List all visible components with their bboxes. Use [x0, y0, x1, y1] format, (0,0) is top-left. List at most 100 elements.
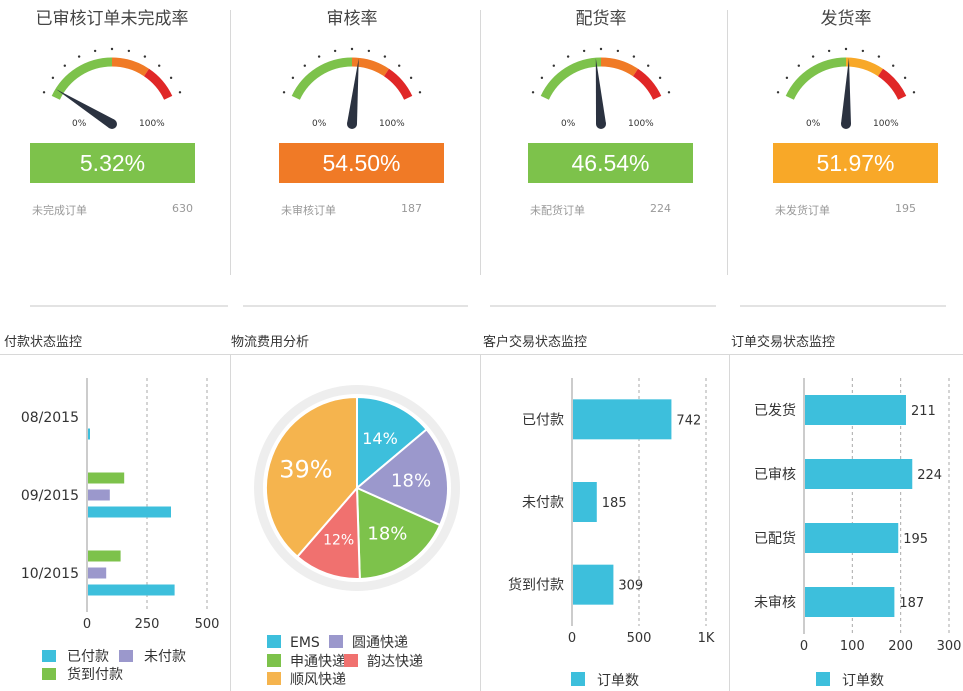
bar	[805, 459, 913, 489]
stat-value: 224	[650, 202, 671, 215]
gauge-max-label: 100%	[628, 119, 654, 129]
gauge-tick	[178, 91, 182, 94]
gauge-tick	[317, 55, 321, 58]
bar	[573, 564, 614, 605]
gauge-title: 发货率	[820, 9, 872, 29]
category-label: 09/2015	[21, 488, 79, 504]
divider	[480, 10, 481, 275]
legend-swatch	[42, 668, 56, 680]
bar	[88, 567, 107, 579]
divider	[727, 10, 728, 275]
gauge-needle	[841, 58, 851, 125]
bar	[805, 523, 899, 553]
gauge-needle	[347, 58, 359, 125]
pie-slice	[355, 486, 442, 580]
pie-label: 18%	[367, 524, 407, 545]
gauge-tick	[350, 47, 354, 51]
gauge-tick	[632, 55, 636, 58]
x-tick-label: 500	[627, 631, 652, 646]
gauge-arc-red	[143, 68, 173, 100]
gauge-value-box: 46.54%	[528, 143, 693, 183]
pie-label: 12%	[323, 532, 354, 548]
gauge-tick	[291, 76, 295, 80]
pie-slice	[355, 427, 449, 527]
data-label: 185	[602, 496, 627, 511]
x-tick-label: 250	[135, 617, 160, 632]
gauge-tick	[51, 76, 55, 80]
bar	[88, 506, 171, 518]
gauge-needle	[55, 89, 115, 129]
bar	[573, 399, 672, 440]
gauge-arc-red	[877, 68, 907, 100]
legend-label: 圆通快递	[352, 635, 408, 651]
section-title-customer: 客户交易状态监控	[483, 335, 588, 350]
gauge-needle-hub	[841, 119, 851, 129]
divider	[480, 354, 481, 691]
x-tick-label: 500	[195, 617, 220, 632]
bar	[88, 550, 121, 562]
gauge-title: 已审核订单未完成率	[35, 9, 189, 29]
gauge-needle-hub	[596, 119, 606, 129]
gauge-tick	[77, 55, 81, 58]
gauge-tick	[127, 49, 131, 53]
gauge-arc-red	[632, 68, 662, 100]
bar	[88, 489, 110, 501]
gauge-tick	[582, 49, 586, 53]
data-label: 187	[899, 596, 924, 611]
gauge-dial	[776, 47, 916, 129]
gauge-tick	[93, 49, 97, 53]
gauge-tick	[599, 47, 603, 51]
gauge-tick	[367, 49, 371, 53]
data-label: 742	[676, 413, 701, 428]
legend-label: 已付款	[67, 649, 109, 665]
stat-label: 未配货订单	[530, 204, 585, 217]
gauge-value-box: 5.32%	[30, 143, 195, 183]
gauge-tick	[811, 55, 815, 58]
legend-swatch	[344, 654, 358, 667]
gauge-tick	[658, 76, 662, 80]
gauge-arc-green	[785, 57, 847, 100]
legend-label: 货到付款	[67, 666, 123, 683]
gauge-needle-hub	[107, 119, 117, 129]
category-label: 货到付款	[508, 577, 564, 594]
category-label: 已付款	[522, 412, 564, 428]
stat-label: 未发货订单	[775, 204, 830, 217]
gauge-tick	[303, 64, 306, 67]
legend-label: 订单数	[842, 673, 884, 689]
divider	[729, 354, 730, 691]
gauge-needle	[595, 58, 606, 125]
x-tick-label: 0	[568, 631, 576, 646]
gauge-title: 配货率	[575, 9, 627, 29]
bar	[88, 472, 125, 484]
order-status-chart: 0 100 200 300 已发货 211 已审核 224 已配货 195 未审核 187 订单数	[754, 378, 961, 689]
stat-value: 187	[401, 202, 422, 215]
section-title-order: 订单交易状态监控	[731, 335, 836, 350]
gauge-tick	[398, 64, 401, 67]
x-tick-label: 100	[840, 639, 865, 654]
gauge-tick	[418, 91, 422, 94]
gauge-tick	[892, 64, 895, 67]
gauge-min-label: 0%	[312, 119, 327, 129]
bar	[88, 428, 90, 440]
legend-swatch	[816, 672, 830, 686]
gauge-arc-orange	[600, 57, 638, 77]
data-label: 224	[917, 468, 942, 483]
divider	[490, 305, 716, 307]
stat-value: 195	[895, 202, 916, 215]
section-title-payment: 付款状态监控	[4, 335, 83, 350]
bar	[805, 587, 895, 617]
gauge-tick	[110, 47, 114, 51]
gauge-tick	[861, 49, 865, 53]
gauge-tick	[797, 64, 800, 67]
gauge-dial	[531, 47, 671, 129]
category-label: 已审核	[754, 467, 796, 483]
legend-swatch	[267, 672, 281, 685]
gauge-tick	[667, 91, 671, 94]
bar	[573, 482, 597, 522]
gauge-tick	[566, 55, 570, 58]
gauge-value-box: 51.97%	[773, 143, 938, 183]
gauge-tick	[616, 49, 620, 53]
legend-swatch	[329, 635, 343, 648]
gauge-dial	[282, 47, 422, 129]
